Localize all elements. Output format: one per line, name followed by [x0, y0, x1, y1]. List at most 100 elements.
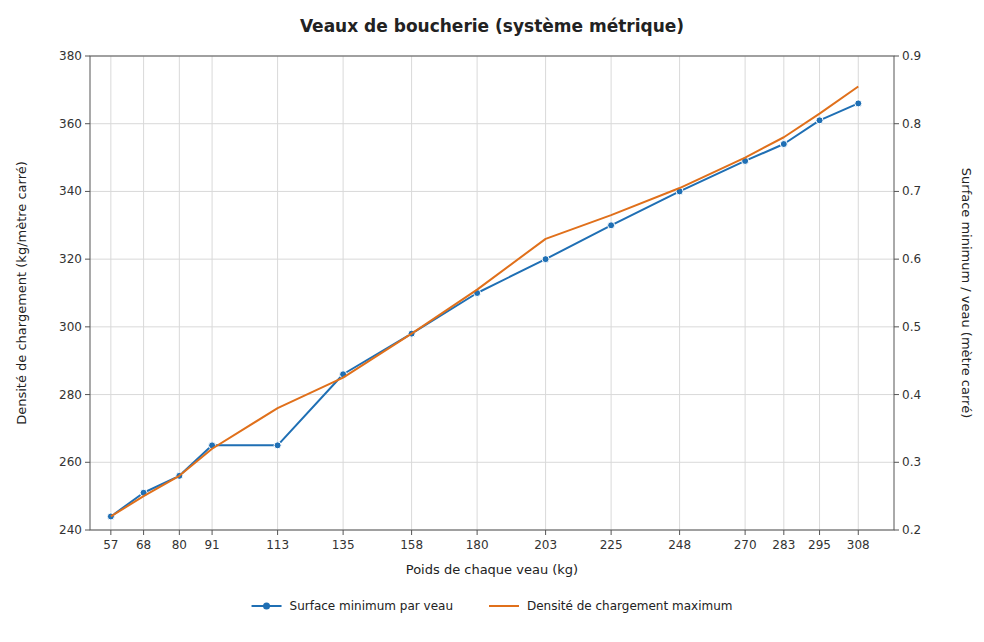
series-marker: [274, 442, 281, 449]
x-tick: [411, 530, 412, 535]
x-tick: [858, 530, 859, 535]
x-tick: [212, 530, 213, 535]
x-tick-label: 180: [466, 538, 489, 552]
series-marker: [816, 117, 823, 124]
x-tick-label: 113: [266, 538, 289, 552]
x-tick: [143, 530, 144, 535]
x-tick: [611, 530, 612, 535]
x-tick-label: 57: [103, 538, 118, 552]
y-tick-label: 320: [59, 252, 82, 266]
y-tick-label: 380: [59, 49, 82, 63]
series-line: [111, 103, 858, 516]
y2-tick: [894, 191, 899, 192]
series-marker: [608, 222, 615, 229]
x-tick: [179, 530, 180, 535]
y2-tick-label: 0.7: [902, 184, 921, 198]
legend-label: Surface minimum par veau: [290, 599, 453, 613]
x-grid-line: [212, 56, 213, 530]
legend-item: Densité de chargement maximum: [489, 599, 732, 613]
x-grid-line: [783, 56, 784, 530]
x-tick-label: 270: [734, 538, 757, 552]
y-grid-line: [90, 326, 894, 327]
x-tick: [819, 530, 820, 535]
y2-axis-label: Surface minimum / veau (mètre carré): [959, 168, 974, 418]
x-grid-line: [277, 56, 278, 530]
series-marker: [855, 100, 862, 107]
y2-tick-label: 0.2: [902, 523, 921, 537]
y-tick-label: 300: [59, 320, 82, 334]
plot-frame: [90, 56, 894, 530]
y2-tick: [894, 56, 899, 57]
x-axis-label: Poids de chaque veau (kg): [406, 562, 578, 577]
x-grid-line: [411, 56, 412, 530]
y-grid-line: [90, 259, 894, 260]
x-tick: [545, 530, 546, 535]
series-line: [111, 86, 858, 516]
series-marker: [780, 141, 787, 148]
y2-tick: [894, 462, 899, 463]
x-tick-label: 283: [772, 538, 795, 552]
y2-tick-label: 0.3: [902, 455, 921, 469]
series-group: [107, 86, 861, 519]
x-tick: [783, 530, 784, 535]
y-tick: [85, 394, 90, 395]
axes: 2402602803003203403603805768809111313515…: [59, 49, 921, 552]
legend-item: Surface minimum par veau: [252, 599, 453, 613]
y-tick-label: 240: [59, 523, 82, 537]
x-grid-line: [110, 56, 111, 530]
y2-tick: [894, 530, 899, 531]
plot-area: [90, 56, 894, 530]
y2-tick-label: 0.4: [902, 388, 921, 402]
y-grid-line: [90, 394, 894, 395]
x-tick-label: 158: [400, 538, 423, 552]
y-tick: [85, 259, 90, 260]
y-axis-label: Densité de chargement (kg/mètre carré): [14, 161, 29, 425]
y-tick: [85, 326, 90, 327]
x-grid-line: [343, 56, 344, 530]
y-tick-label: 340: [59, 184, 82, 198]
x-tick: [477, 530, 478, 535]
x-tick-label: 308: [847, 538, 870, 552]
chart: 2402602803003203403603805768809111313515…: [0, 0, 984, 642]
y-tick: [85, 530, 90, 531]
x-tick: [110, 530, 111, 535]
x-grid-line: [545, 56, 546, 530]
x-tick-label: 295: [808, 538, 831, 552]
x-tick-label: 225: [600, 538, 623, 552]
x-tick: [679, 530, 680, 535]
x-grid-line: [745, 56, 746, 530]
x-grid-line: [858, 56, 859, 530]
legend-label: Densité de chargement maximum: [527, 599, 732, 613]
y-tick-label: 260: [59, 455, 82, 469]
x-tick-label: 203: [534, 538, 557, 552]
x-tick: [343, 530, 344, 535]
y2-tick-label: 0.9: [902, 49, 921, 63]
y-grid-line: [90, 191, 894, 192]
x-grid-line: [611, 56, 612, 530]
y-tick: [85, 191, 90, 192]
y2-tick-label: 0.8: [902, 117, 921, 131]
title: Veaux de boucherie (système métrique): [300, 16, 684, 36]
y-grid-line: [90, 462, 894, 463]
x-tick-label: 135: [332, 538, 355, 552]
legend-swatch: [489, 605, 519, 607]
y-grid-line: [90, 123, 894, 124]
y-tick-label: 280: [59, 388, 82, 402]
x-grid-line: [679, 56, 680, 530]
y2-tick-label: 0.6: [902, 252, 921, 266]
x-tick: [745, 530, 746, 535]
y-tick: [85, 462, 90, 463]
y2-tick-label: 0.5: [902, 320, 921, 334]
y2-tick: [894, 259, 899, 260]
y-tick-label: 360: [59, 117, 82, 131]
grid: [90, 56, 894, 530]
x-grid-line: [143, 56, 144, 530]
x-tick: [277, 530, 278, 535]
x-tick-label: 68: [136, 538, 151, 552]
legend-marker: [263, 603, 270, 610]
x-tick-label: 248: [668, 538, 691, 552]
y-tick: [85, 123, 90, 124]
y2-tick: [894, 394, 899, 395]
x-tick-label: 80: [172, 538, 187, 552]
x-grid-line: [179, 56, 180, 530]
